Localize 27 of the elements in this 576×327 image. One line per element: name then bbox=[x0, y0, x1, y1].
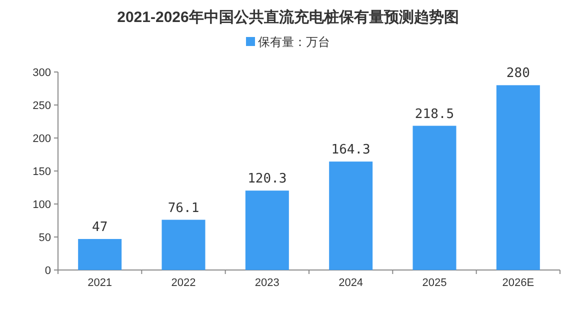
y-tick-label: 200 bbox=[32, 133, 51, 145]
data-label: 76.1 bbox=[168, 200, 200, 216]
bar bbox=[162, 220, 206, 270]
y-tick-label: 100 bbox=[32, 199, 51, 211]
bar bbox=[329, 162, 373, 270]
bar bbox=[245, 190, 289, 270]
bar bbox=[412, 126, 456, 270]
y-tick-label: 50 bbox=[38, 232, 51, 244]
x-tick-label: 2025 bbox=[422, 277, 447, 289]
bar bbox=[78, 238, 122, 270]
x-tick-label: 2021 bbox=[88, 277, 112, 289]
legend-label: 保有量：万台 bbox=[258, 35, 330, 49]
data-label: 218.5 bbox=[414, 106, 454, 122]
bar bbox=[496, 85, 540, 270]
y-tick-label: 250 bbox=[32, 100, 51, 112]
x-tick-label: 2024 bbox=[338, 277, 364, 289]
chart-title: 2021-2026年中国公共直流充电桩保有量预测趋势图 bbox=[117, 8, 459, 26]
data-label: 280 bbox=[506, 66, 530, 82]
x-tick-label: 2023 bbox=[254, 277, 280, 289]
x-tick-label: 2026E bbox=[502, 277, 534, 289]
y-tick-label: 0 bbox=[44, 265, 51, 277]
data-label: 120.3 bbox=[248, 172, 287, 187]
x-tick-label: 2022 bbox=[171, 277, 196, 289]
y-tick-label: 300 bbox=[32, 67, 51, 79]
data-label: 47 bbox=[92, 220, 108, 235]
y-tick-label: 150 bbox=[32, 166, 51, 178]
data-label: 164.3 bbox=[331, 142, 370, 158]
